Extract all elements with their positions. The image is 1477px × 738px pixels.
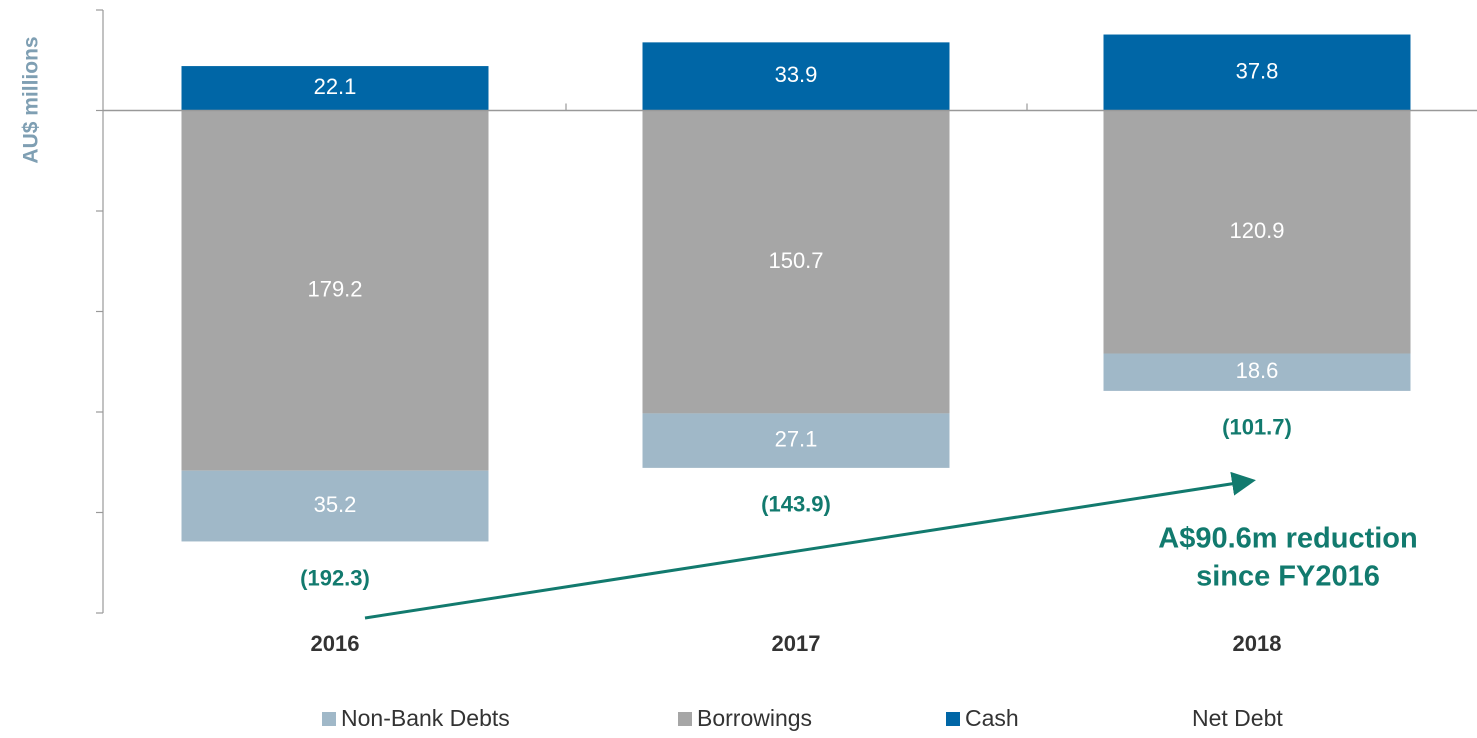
x-tick-label: 2017: [772, 631, 821, 656]
bar-segment: [642, 413, 950, 468]
data-label: 27.1: [775, 426, 818, 451]
data-label: 35.2: [314, 492, 357, 517]
data-label: 120.9: [1229, 218, 1284, 243]
legend-swatch: [678, 712, 692, 726]
data-label: 179.2: [307, 276, 362, 301]
x-tick-label: 2018: [1233, 631, 1282, 656]
net-debt-label: (192.3): [300, 565, 370, 590]
legend-label: Non-Bank Debts: [341, 705, 510, 731]
annotation: A$90.6m reduction: [1158, 523, 1417, 555]
legend-swatch: [946, 712, 960, 726]
data-label: 18.6: [1236, 358, 1279, 383]
net-debt-label: (101.7): [1222, 415, 1292, 440]
annotation-arrow: [364, 471, 1256, 620]
bar-segment: [181, 66, 489, 111]
data-label: 150.7: [768, 248, 823, 273]
data-label: 37.8: [1236, 58, 1279, 83]
legend-label: Net Debt: [1192, 705, 1283, 731]
data-label: 22.1: [314, 74, 357, 99]
bar-segment: [1103, 34, 1411, 111]
data-label: 33.9: [775, 62, 818, 87]
bar-segment: [181, 470, 489, 542]
bar-segment: [181, 110, 489, 471]
legend-label: Cash: [965, 705, 1019, 731]
bar-segment: [1103, 110, 1411, 354]
bar-segment: [1103, 353, 1411, 391]
net-debt-label: (143.9): [761, 492, 831, 517]
y-axis-label: AU$ millions: [20, 36, 43, 163]
annotation: since FY2016: [1196, 561, 1380, 593]
legend-swatch: [322, 712, 336, 726]
bar-segment: [642, 42, 950, 111]
bar-segment: [642, 110, 950, 414]
legend-label: Borrowings: [697, 705, 812, 731]
x-tick-label: 2016: [311, 631, 360, 656]
